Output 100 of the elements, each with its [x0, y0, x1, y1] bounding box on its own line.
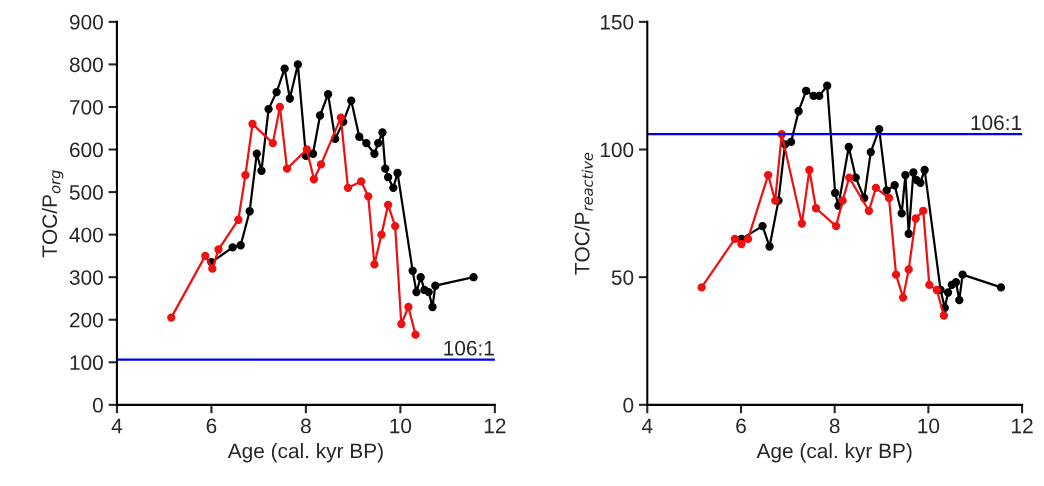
- point: [891, 270, 901, 279]
- point: [904, 229, 913, 238]
- y-tick-label: 200: [70, 312, 103, 328]
- point: [201, 251, 210, 261]
- point: [920, 165, 929, 175]
- point: [282, 164, 292, 173]
- point: [904, 265, 913, 274]
- point: [898, 293, 908, 302]
- point: [830, 188, 840, 198]
- point: [383, 173, 393, 182]
- point: [408, 266, 417, 275]
- point: [763, 170, 773, 180]
- point: [381, 164, 390, 173]
- point: [428, 302, 437, 312]
- x-tick-label: 8: [829, 418, 840, 434]
- point: [844, 142, 853, 152]
- point: [377, 230, 386, 239]
- x-axis-title: Age (cal. kyr BP): [227, 443, 383, 463]
- y-tick-label: 300: [69, 270, 103, 285]
- x-tick-label: 4: [111, 418, 123, 434]
- point: [831, 221, 841, 231]
- point: [758, 221, 767, 231]
- point: [167, 313, 176, 322]
- point: [765, 242, 774, 251]
- y-axis-title: TOC/P$_{reactive}$: [574, 152, 593, 275]
- point: [882, 186, 891, 195]
- point: [424, 287, 433, 297]
- point: [315, 111, 325, 120]
- point: [431, 281, 440, 290]
- point: [797, 219, 807, 228]
- point: [208, 264, 217, 273]
- point: [416, 273, 425, 282]
- y-tick-label: 0: [623, 397, 634, 413]
- point: [897, 209, 906, 218]
- point: [272, 87, 281, 97]
- y-tick-label: 800: [69, 57, 103, 73]
- point: [866, 147, 875, 157]
- y-tick-label: 150: [600, 14, 634, 30]
- x-tick-label: 12: [484, 418, 506, 434]
- point: [815, 91, 824, 101]
- y-tick-label: 500: [69, 185, 103, 200]
- point: [357, 177, 366, 186]
- point: [248, 119, 257, 129]
- point: [364, 192, 373, 201]
- y-tick-label: 0: [92, 397, 103, 413]
- point: [370, 260, 379, 269]
- point: [794, 107, 803, 116]
- point: [884, 193, 894, 203]
- point: [241, 170, 250, 180]
- x-tick-label: 10: [918, 418, 940, 434]
- point: [347, 96, 356, 105]
- point: [871, 183, 881, 192]
- point: [845, 173, 854, 182]
- point: [730, 234, 740, 244]
- point: [391, 221, 400, 231]
- y-tick-label: 900: [69, 14, 103, 30]
- point: [951, 278, 961, 287]
- point: [383, 200, 393, 210]
- point: [864, 206, 874, 215]
- point: [374, 138, 383, 148]
- point: [958, 270, 967, 279]
- point: [228, 243, 237, 252]
- point: [786, 137, 796, 147]
- point: [823, 81, 832, 90]
- point: [343, 183, 353, 192]
- point: [875, 124, 884, 134]
- point: [955, 295, 964, 305]
- y-tick-label: 100: [600, 142, 634, 158]
- point: [939, 311, 948, 320]
- point: [389, 183, 398, 192]
- point: [737, 239, 746, 249]
- x-tick-label: 6: [736, 418, 746, 434]
- point: [285, 94, 294, 103]
- y-tick-label: 400: [69, 227, 103, 243]
- point: [911, 214, 920, 223]
- point: [743, 234, 753, 244]
- point: [245, 207, 254, 216]
- point: [257, 166, 266, 175]
- point: [801, 86, 811, 95]
- point: [919, 206, 928, 215]
- point: [293, 60, 303, 69]
- point: [316, 160, 326, 169]
- point: [697, 283, 706, 292]
- point: [838, 196, 847, 205]
- point: [469, 273, 478, 282]
- point: [404, 302, 413, 312]
- point: [943, 288, 953, 297]
- point: [805, 165, 814, 175]
- point: [370, 149, 379, 158]
- point: [393, 168, 402, 178]
- x-tick-label: 12: [1012, 418, 1033, 434]
- point: [811, 204, 821, 213]
- point: [236, 241, 245, 250]
- point: [264, 104, 273, 114]
- point: [309, 175, 319, 184]
- point: [302, 145, 311, 154]
- x-tick-label: 8: [301, 418, 311, 434]
- point: [323, 90, 333, 99]
- point: [280, 64, 289, 73]
- y-tick-label: 700: [70, 99, 103, 115]
